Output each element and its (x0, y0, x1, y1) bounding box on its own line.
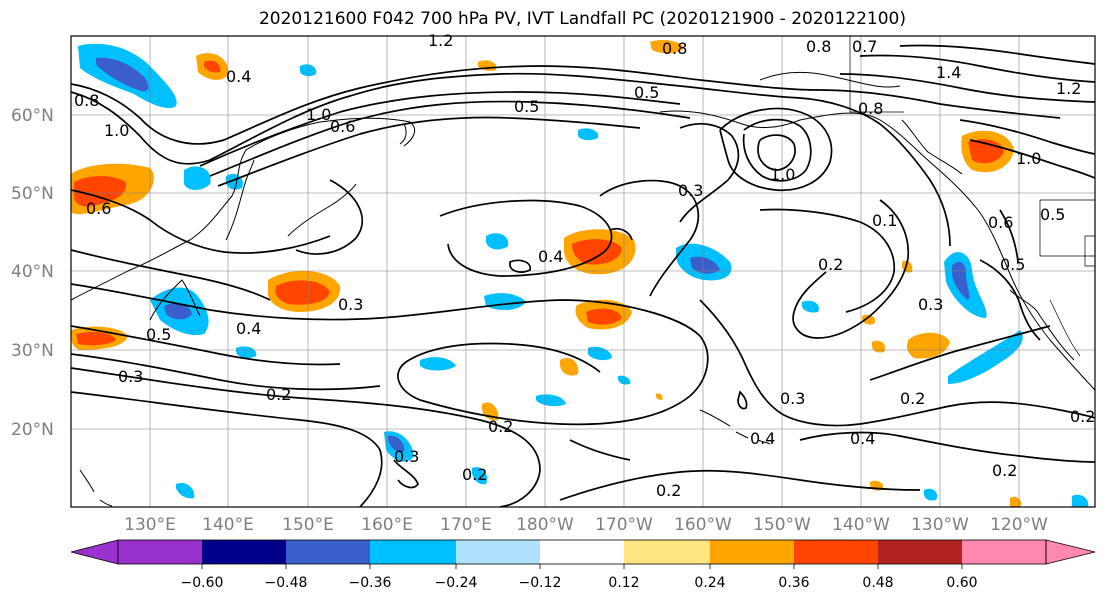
colorbar-tick-label: −0.12 (519, 575, 562, 591)
contour-label: 0.1 (872, 211, 897, 230)
lon-label: 180°W (516, 515, 574, 535)
contour-label: 0.2 (488, 417, 513, 436)
neg-anomaly-streak (948, 330, 1023, 384)
contour-label: 0.2 (656, 481, 681, 500)
lon-label: 130°E (124, 515, 176, 535)
lon-label: 160°E (361, 515, 413, 535)
contour-label: 0.4 (236, 319, 261, 338)
colorbar-bin (370, 540, 456, 564)
lon-label: 140°W (832, 515, 890, 535)
coastlines (71, 72, 1095, 507)
contour-label: 0.5 (514, 97, 539, 116)
contour-label: 0.4 (538, 247, 563, 266)
map-title: 2020121600 F042 700 hPa PV, IVT Landfall… (258, 9, 906, 29)
colorbar-tick-label: −0.60 (181, 575, 224, 591)
contour-label: 1.4 (936, 63, 961, 82)
colorbar-bin (878, 540, 962, 564)
colorbar-bin (794, 540, 878, 564)
contour-label: 0.8 (662, 39, 687, 58)
colorbar-tick-label: 0.12 (608, 575, 639, 591)
map-frame (70, 35, 1096, 508)
contour-label: 0.5 (1040, 205, 1065, 224)
lon-label: 150°W (753, 515, 811, 535)
contour-label: 0.3 (678, 181, 703, 200)
contour-label: 0.6 (988, 213, 1013, 232)
contour-label: 0.4 (750, 429, 775, 448)
contour-label: 0.2 (900, 389, 925, 408)
contour-label: 0.4 (226, 67, 251, 86)
lat-label: 50°N (11, 184, 54, 204)
latitude-labels: 60°N 50°N 40°N 30°N 20°N (11, 106, 54, 440)
colorbar-tick-label: −0.24 (435, 575, 478, 591)
lon-label: 170°E (440, 515, 492, 535)
colorbar-tick-label: −0.48 (265, 575, 308, 591)
longitude-labels: 130°E 140°E 150°E 160°E 170°E 180°W 170°… (124, 515, 1048, 535)
lon-label: 120°W (990, 515, 1048, 535)
pv-contours (71, 44, 1095, 507)
lon-label: 130°W (911, 515, 969, 535)
lat-label: 20°N (11, 420, 54, 440)
colorbar-bin (962, 540, 1046, 564)
contour-label: 1.2 (428, 31, 453, 50)
colorbar-tick-label: 0.36 (778, 575, 809, 591)
contour-label: 0.3 (338, 295, 363, 314)
contour-label: 0.5 (1000, 255, 1025, 274)
contour-label: 1.0 (104, 121, 129, 140)
colorbar-bin (118, 540, 202, 564)
colorbar-tick-label: 0.48 (862, 575, 893, 591)
colorbar-extend-high (1045, 539, 1096, 565)
contour-label: 0.6 (330, 117, 355, 136)
lat-label: 30°N (11, 341, 54, 361)
contour-label: 0.3 (394, 447, 419, 466)
contour-label: 0.4 (850, 429, 875, 448)
contour-label: 0.7 (852, 37, 877, 56)
colorbar-tick-label: −0.36 (349, 575, 392, 591)
colorbar-bin (286, 540, 370, 564)
contour-label: 0.8 (858, 99, 883, 118)
lon-label: 160°W (674, 515, 732, 535)
lon-label: 140°E (202, 515, 254, 535)
colorbar-bin (624, 540, 710, 564)
colorbar-bin (202, 540, 286, 564)
lon-label: 170°W (595, 515, 653, 535)
contour-label: 0.8 (74, 91, 99, 110)
contour-label: 0.3 (118, 367, 143, 386)
pv-shading (71, 40, 1089, 507)
colorbar-extend-low (70, 539, 119, 565)
neg-anomaly-nw-core (96, 57, 149, 92)
contour-label: 0.6 (86, 199, 111, 218)
contour-label: 1.0 (770, 165, 795, 184)
contour-label: 0.2 (992, 461, 1017, 480)
contour-label: 0.2 (818, 255, 843, 274)
contour-label: 1.0 (306, 105, 331, 124)
contour-label: 0.2 (266, 385, 291, 404)
colorbar-bin (456, 540, 540, 564)
contour-labels: 1.2 0.8 0.7 0.4 0.5 1.4 1.2 0.8 1.0 1.0 … (74, 31, 1095, 500)
colorbar-bin (710, 540, 794, 564)
colorbar-tick-label: 0.24 (694, 575, 725, 591)
contour-label: 1.0 (1016, 149, 1041, 168)
colorbar: −0.60 −0.48 −0.36 −0.24 −0.12 0.12 0.24 … (70, 539, 1096, 591)
colorbar-bin (540, 540, 624, 564)
pos-anomaly-w50-core (74, 176, 127, 207)
contour-label: 1.2 (1056, 79, 1081, 98)
contour-label: 0.8 (806, 37, 831, 56)
graticule (71, 36, 1095, 507)
lat-label: 60°N (11, 106, 54, 126)
lon-label: 150°E (282, 515, 334, 535)
lat-label: 40°N (11, 262, 54, 282)
contour-label: 0.5 (146, 325, 171, 344)
contour-label: 0.3 (918, 295, 943, 314)
colorbar-tick-label: 0.60 (946, 575, 977, 591)
contour-label: 0.3 (780, 389, 805, 408)
contour-label: 0.2 (462, 465, 487, 484)
borders (849, 36, 1095, 357)
contour-label: 0.2 (1070, 407, 1095, 426)
contour-label: 0.5 (634, 83, 659, 102)
